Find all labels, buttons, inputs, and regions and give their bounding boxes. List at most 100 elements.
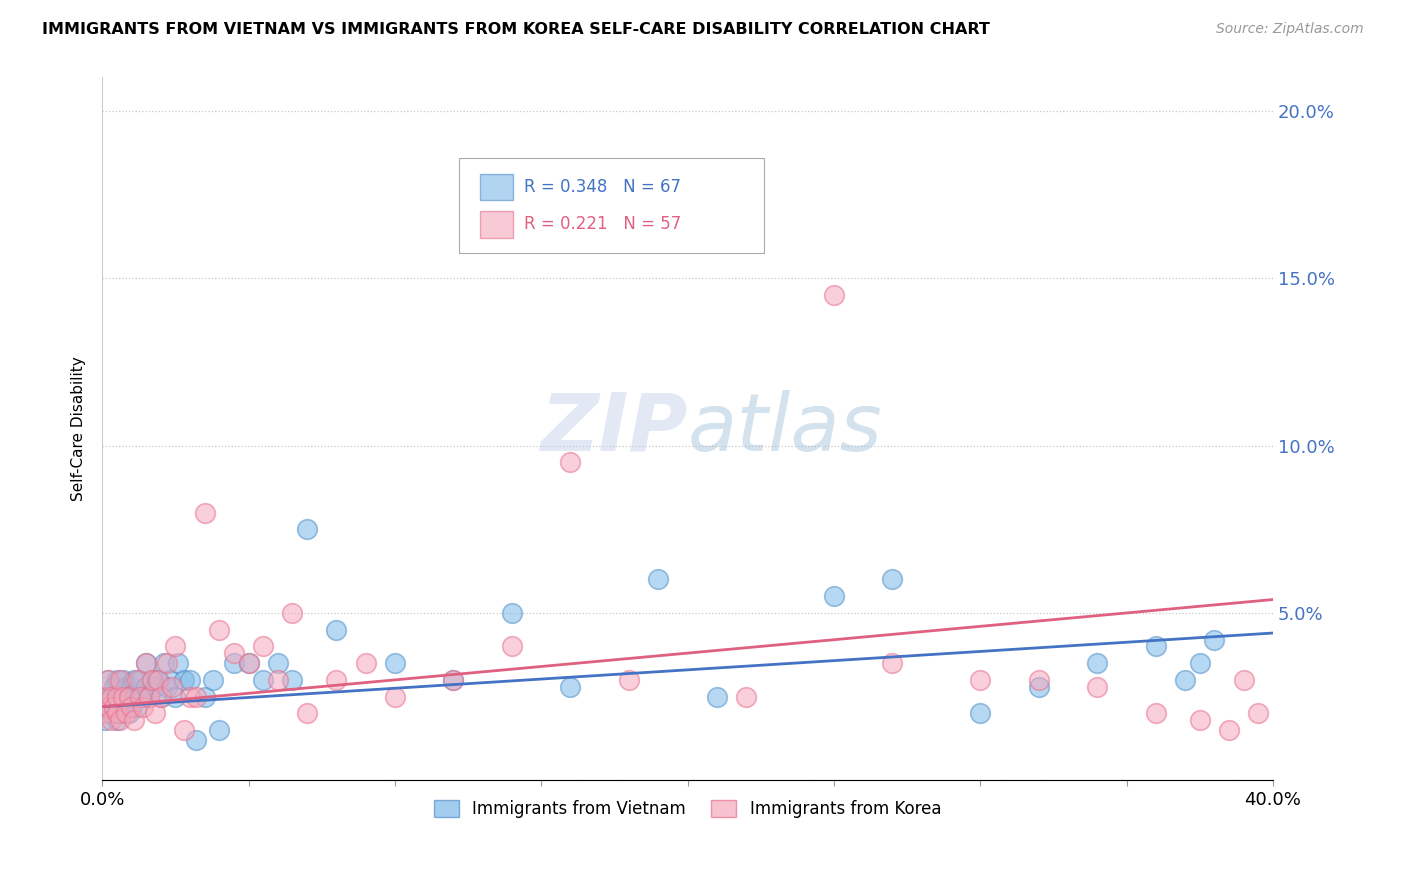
Point xyxy=(127,673,149,687)
Point xyxy=(647,573,669,587)
Point xyxy=(121,699,143,714)
Point xyxy=(100,706,122,721)
Point xyxy=(135,680,157,694)
Point xyxy=(155,680,177,694)
Text: ZIP: ZIP xyxy=(540,390,688,468)
Point xyxy=(124,713,146,727)
Point xyxy=(1218,723,1240,737)
Point xyxy=(111,673,134,687)
Point xyxy=(295,522,318,536)
Y-axis label: Self-Care Disability: Self-Care Disability xyxy=(72,357,86,501)
Point xyxy=(103,699,125,714)
Point xyxy=(108,673,131,687)
Point xyxy=(325,623,347,637)
Point xyxy=(135,656,157,670)
Point xyxy=(325,673,347,687)
Point xyxy=(267,656,290,670)
Point xyxy=(129,690,152,704)
Text: atlas: atlas xyxy=(688,390,883,468)
Text: R = 0.221   N = 57: R = 0.221 N = 57 xyxy=(523,215,681,234)
Point xyxy=(969,673,991,687)
Point xyxy=(252,640,274,654)
Point xyxy=(105,706,128,721)
Point xyxy=(208,723,231,737)
Point xyxy=(501,606,523,620)
Point xyxy=(882,573,904,587)
Point xyxy=(94,713,117,727)
Point xyxy=(138,690,160,704)
Point xyxy=(94,690,117,704)
Point xyxy=(1188,713,1211,727)
FancyBboxPatch shape xyxy=(481,211,513,237)
Point xyxy=(1247,706,1270,721)
Point xyxy=(114,680,136,694)
Point xyxy=(1028,680,1050,694)
Point xyxy=(194,506,217,520)
FancyBboxPatch shape xyxy=(481,174,513,201)
Point xyxy=(117,690,139,704)
Point xyxy=(184,733,207,747)
Legend: Immigrants from Vietnam, Immigrants from Korea: Immigrants from Vietnam, Immigrants from… xyxy=(427,793,948,825)
Point xyxy=(108,690,131,704)
Point xyxy=(162,680,184,694)
Point xyxy=(194,690,217,704)
Point xyxy=(706,690,728,704)
Point xyxy=(94,706,117,721)
Point xyxy=(1028,673,1050,687)
Point xyxy=(208,623,231,637)
Point xyxy=(1204,632,1226,647)
Point xyxy=(105,690,128,704)
Point xyxy=(354,656,377,670)
Point xyxy=(141,673,163,687)
Point xyxy=(222,646,245,660)
Point xyxy=(267,673,290,687)
Point xyxy=(617,673,640,687)
Point xyxy=(138,690,160,704)
Point xyxy=(121,680,143,694)
Point xyxy=(146,673,169,687)
Point xyxy=(222,656,245,670)
Point xyxy=(184,690,207,704)
Point xyxy=(132,699,155,714)
Point xyxy=(111,690,134,704)
Point xyxy=(108,713,131,727)
Point xyxy=(238,656,260,670)
Point xyxy=(202,673,225,687)
Point xyxy=(97,673,120,687)
Point xyxy=(111,699,134,714)
Point xyxy=(1085,680,1108,694)
Point xyxy=(124,673,146,687)
Point xyxy=(823,589,845,603)
Point xyxy=(179,690,201,704)
Point xyxy=(238,656,260,670)
Point xyxy=(155,656,177,670)
Point xyxy=(97,699,120,714)
Point xyxy=(149,690,172,704)
Text: IMMIGRANTS FROM VIETNAM VS IMMIGRANTS FROM KOREA SELF-CARE DISABILITY CORRELATIO: IMMIGRANTS FROM VIETNAM VS IMMIGRANTS FR… xyxy=(42,22,990,37)
Point xyxy=(114,690,136,704)
Point xyxy=(135,656,157,670)
Point xyxy=(252,673,274,687)
Point xyxy=(103,699,125,714)
Point xyxy=(143,706,166,721)
Point xyxy=(441,673,464,687)
Point xyxy=(1188,656,1211,670)
Point xyxy=(124,690,146,704)
Point xyxy=(167,656,190,670)
Point xyxy=(441,673,464,687)
Point xyxy=(121,699,143,714)
Point xyxy=(97,690,120,704)
Text: Source: ZipAtlas.com: Source: ZipAtlas.com xyxy=(1216,22,1364,37)
Point xyxy=(281,606,304,620)
Point xyxy=(141,673,163,687)
Point xyxy=(152,656,174,670)
Point xyxy=(823,288,845,302)
FancyBboxPatch shape xyxy=(460,158,763,253)
Point xyxy=(969,706,991,721)
Point xyxy=(165,640,187,654)
Point xyxy=(165,690,187,704)
Point xyxy=(295,706,318,721)
Point xyxy=(97,673,120,687)
Point xyxy=(129,673,152,687)
Point xyxy=(129,690,152,704)
